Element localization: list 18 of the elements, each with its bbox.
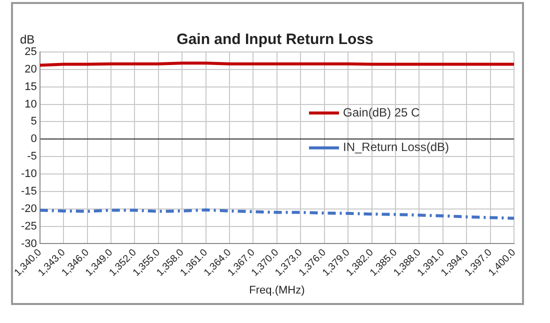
y-tick-label: 15 [24,80,37,93]
y-tick-label: 10 [24,98,37,110]
legend-label: Gain(dB) 25 C [343,105,420,120]
y-tick-label: -15 [20,185,37,198]
y-tick-label: -20 [20,202,37,215]
y-axis-title: dB [20,32,35,46]
x-axis-title: Freq.(MHz) [249,284,305,296]
y-tick-label: 0 [30,133,37,146]
line-series [40,208,514,220]
y-tick-label: -30 [20,238,37,250]
legend-label: IN_Return Loss(dB) [343,140,450,154]
y-tick-label: 5 [30,116,37,128]
y-tick-label: 20 [24,63,37,76]
y-tick-label: 25 [24,46,37,58]
y-tick-label: -25 [20,220,37,232]
y-tick-label: -10 [20,168,37,180]
y-tick-label: -5 [27,150,37,163]
chart-title: Gain and Input Return Loss [176,31,374,48]
